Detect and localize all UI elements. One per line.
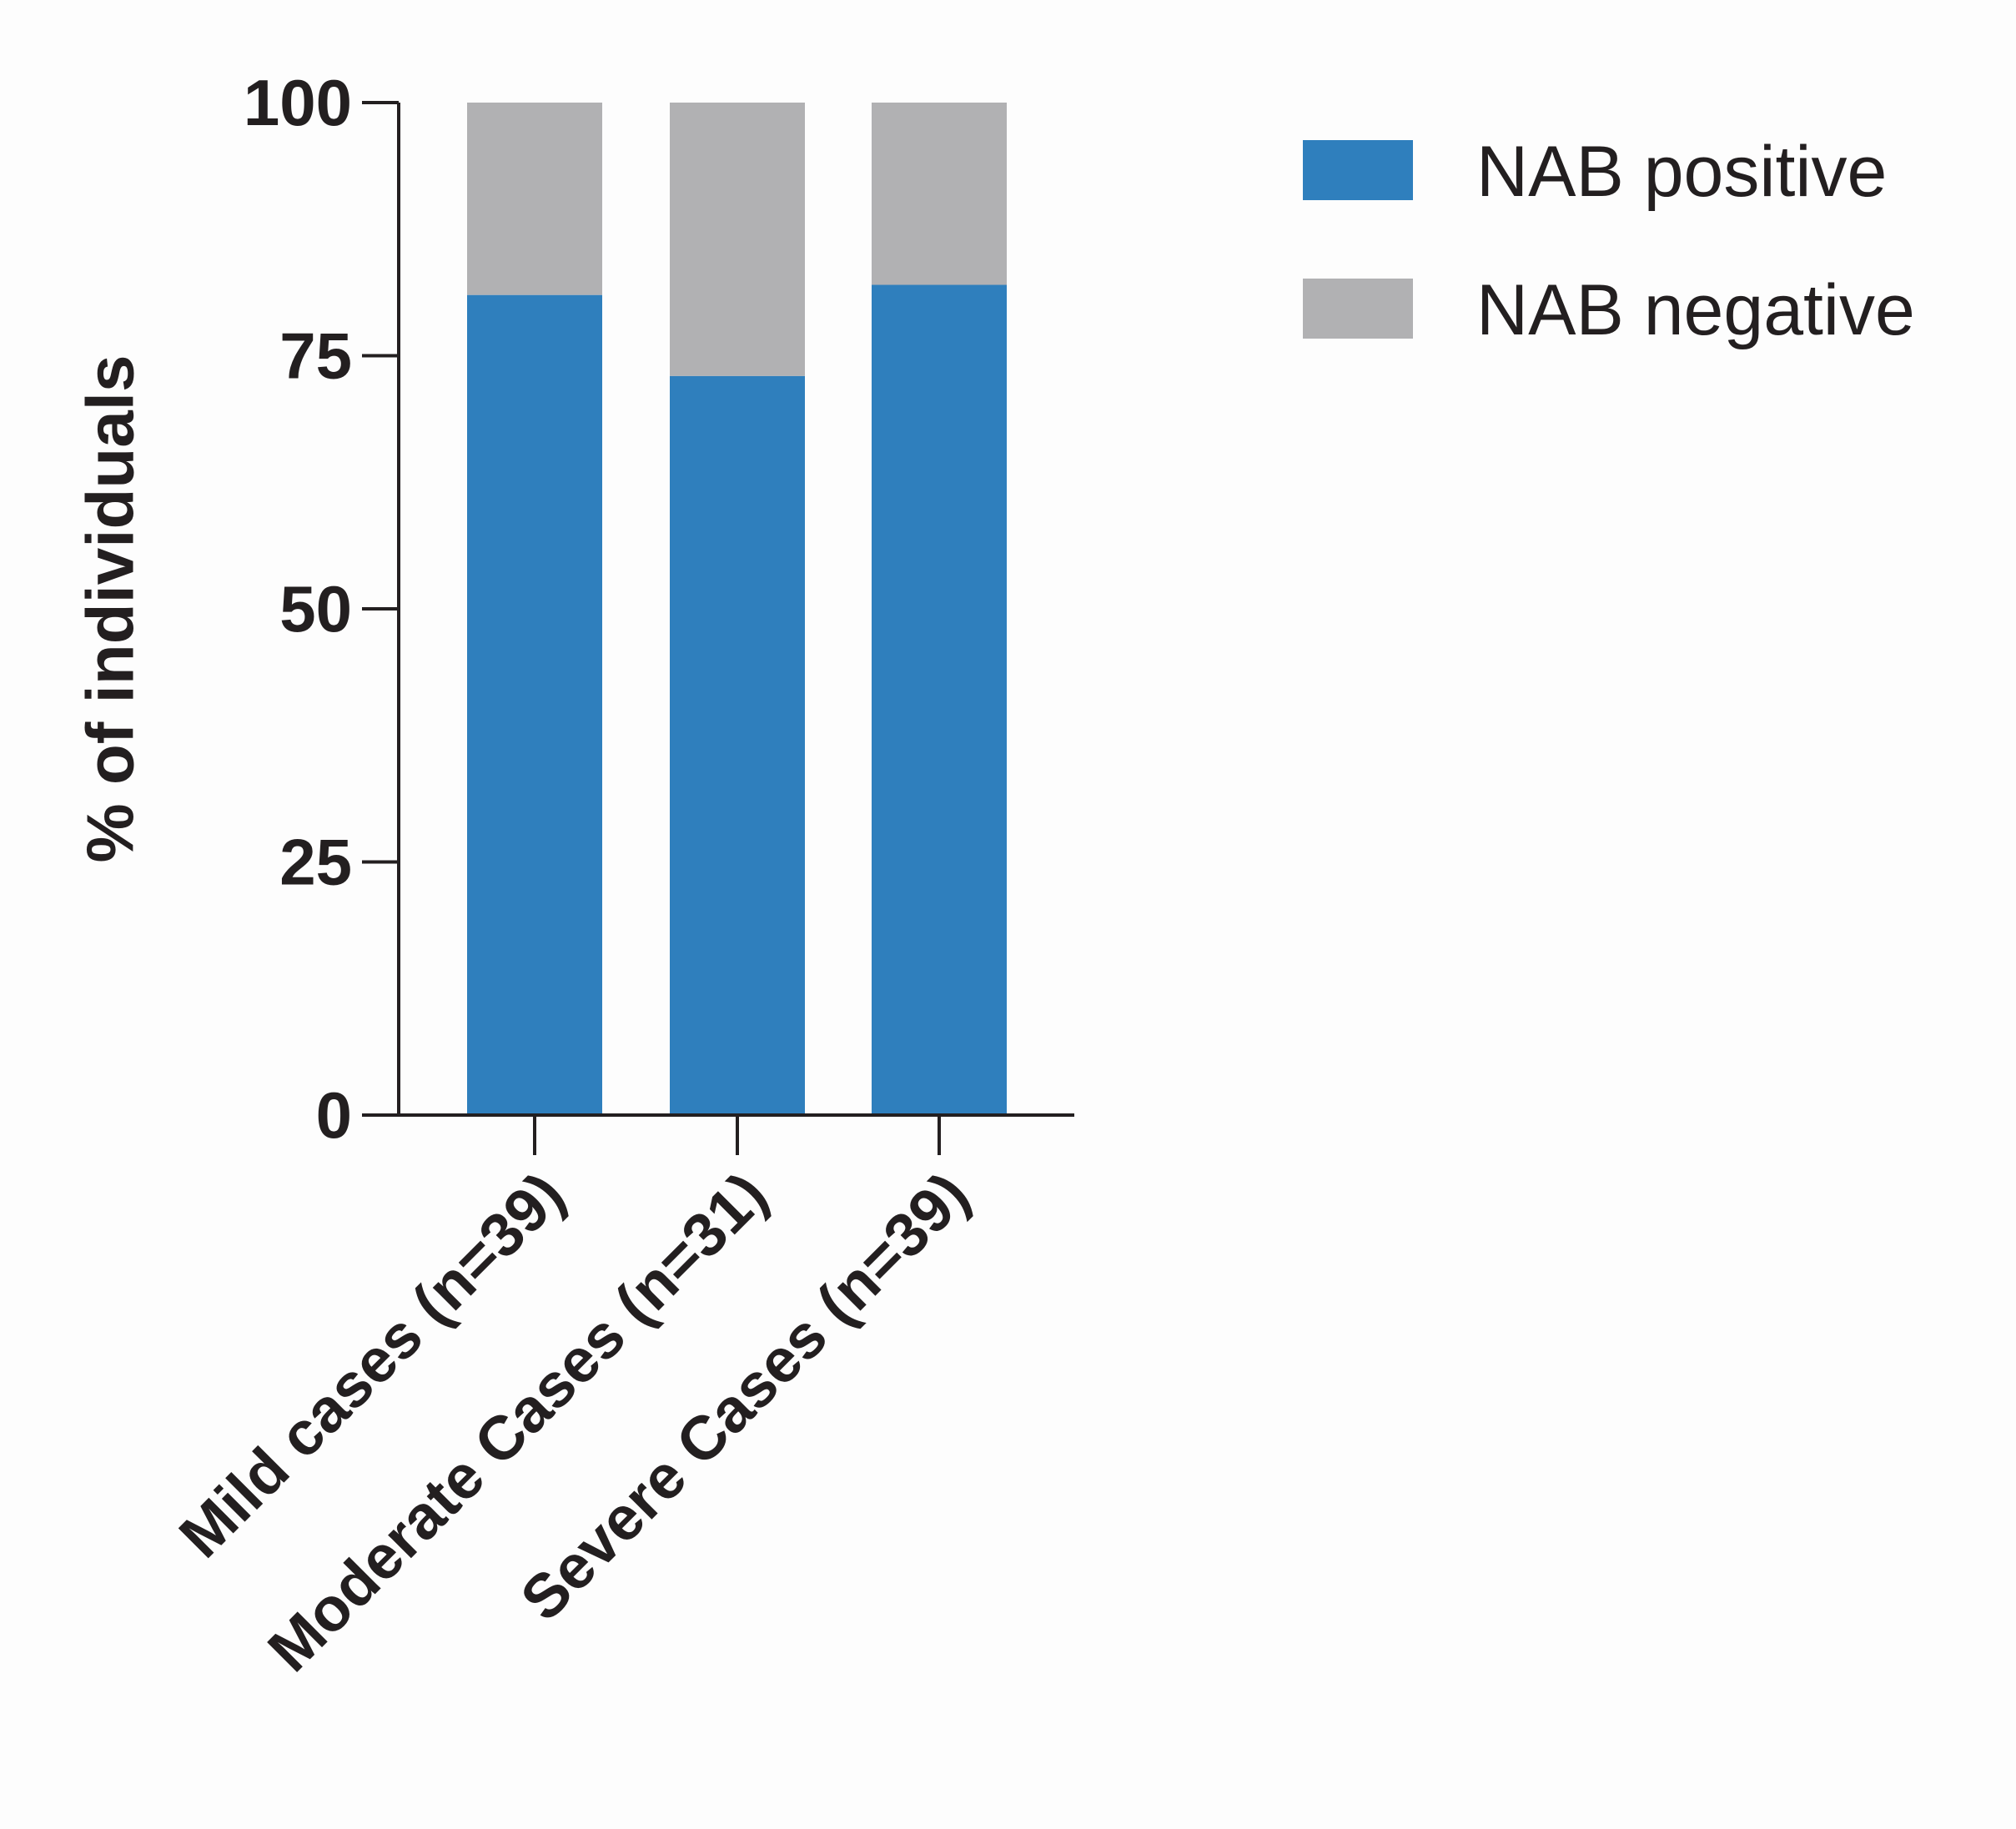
bar-nab-positive-0 bbox=[467, 294, 602, 1115]
y-tick-label-50: 50 bbox=[279, 572, 352, 646]
x-category-label-0: Mild cases (n=39) bbox=[166, 1159, 577, 1570]
y-ticks-group: 0 25 50 75 100 bbox=[244, 66, 399, 1152]
legend-swatch-nab-negative bbox=[1303, 279, 1413, 339]
x-ticks-group: Mild cases (n=39)Moderate Cases (n=31)Se… bbox=[166, 1115, 982, 1685]
y-tick-label-100: 100 bbox=[244, 66, 352, 139]
legend: NAB positive NAB negative bbox=[1303, 132, 1915, 350]
y-tick-label-0: 0 bbox=[316, 1078, 352, 1152]
bar-nab-negative-1 bbox=[670, 103, 805, 376]
legend-swatch-nab-positive bbox=[1303, 140, 1413, 200]
y-axis-title: % of individuals bbox=[73, 355, 148, 863]
y-tick-label-25: 25 bbox=[279, 826, 352, 899]
bar-nab-negative-2 bbox=[872, 103, 1007, 285]
legend-label-nab-positive: NAB positive bbox=[1476, 132, 1887, 212]
legend-label-nab-negative: NAB negative bbox=[1476, 270, 1915, 350]
y-tick-label-75: 75 bbox=[279, 319, 352, 393]
bars-group bbox=[467, 103, 1007, 1115]
bar-nab-positive-1 bbox=[670, 375, 805, 1115]
bar-nab-positive-2 bbox=[872, 284, 1007, 1115]
bar-nab-negative-0 bbox=[467, 103, 602, 295]
